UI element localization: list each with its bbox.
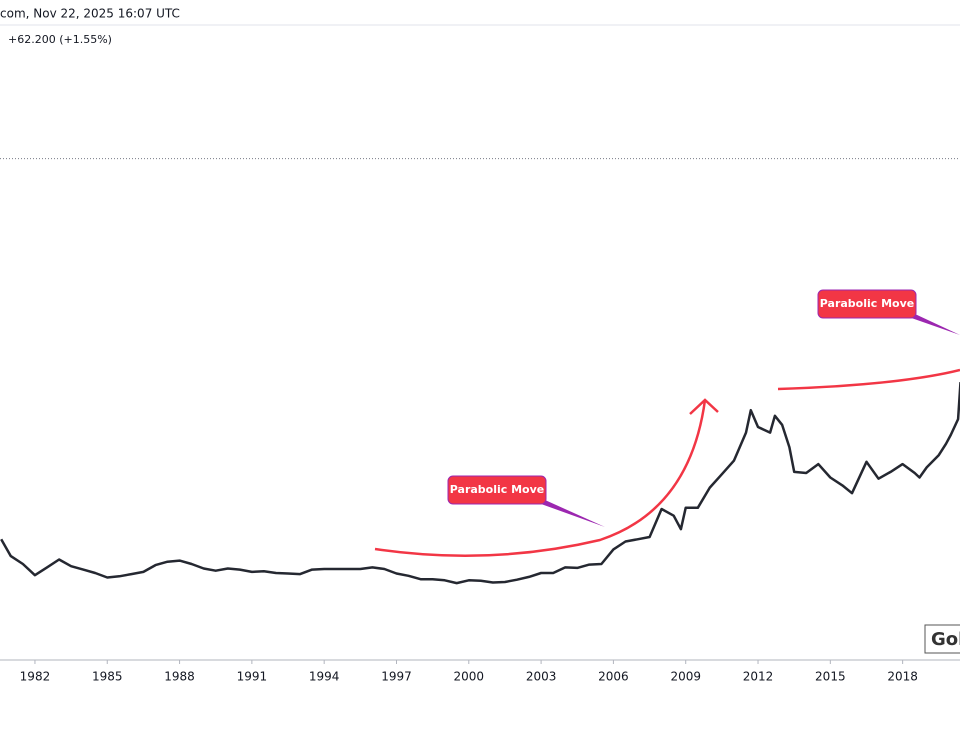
- arrow-curve: [374, 399, 707, 557]
- x-tick-label: 2012: [743, 670, 774, 684]
- callout-pointer: [900, 314, 960, 335]
- annotation: Parabolic Move: [450, 483, 545, 496]
- x-tick-label: 2006: [598, 670, 629, 684]
- arrow-head: [689, 398, 719, 415]
- x-tick-label: 2003: [526, 670, 557, 684]
- callout-pointer: [530, 500, 605, 527]
- x-tick-label: 2018: [887, 670, 918, 684]
- x-tick-label: 2000: [454, 670, 485, 684]
- x-tick-label: 1982: [20, 670, 51, 684]
- price-line-series: [0, 382, 960, 585]
- x-tick-label: 1991: [237, 670, 268, 684]
- callout: [817, 289, 917, 319]
- x-tick-label: 1994: [309, 670, 340, 684]
- x-tick-label: 1985: [92, 670, 123, 684]
- callout: [447, 475, 547, 505]
- change: +62.200 (+1.55%): [8, 33, 112, 46]
- x-tick-label: 1997: [381, 670, 412, 684]
- watermark: Gol: [931, 629, 960, 650]
- watermark-box: [924, 624, 960, 654]
- header: com, Nov 22, 2025 16:07 UTC: [0, 7, 180, 21]
- x-tick-label: 1988: [164, 670, 195, 684]
- x-tick-label: 2015: [815, 670, 846, 684]
- x-tick-label: 2009: [670, 670, 701, 684]
- annotation: Parabolic Move: [820, 297, 915, 310]
- arrow-curve: [777, 368, 960, 391]
